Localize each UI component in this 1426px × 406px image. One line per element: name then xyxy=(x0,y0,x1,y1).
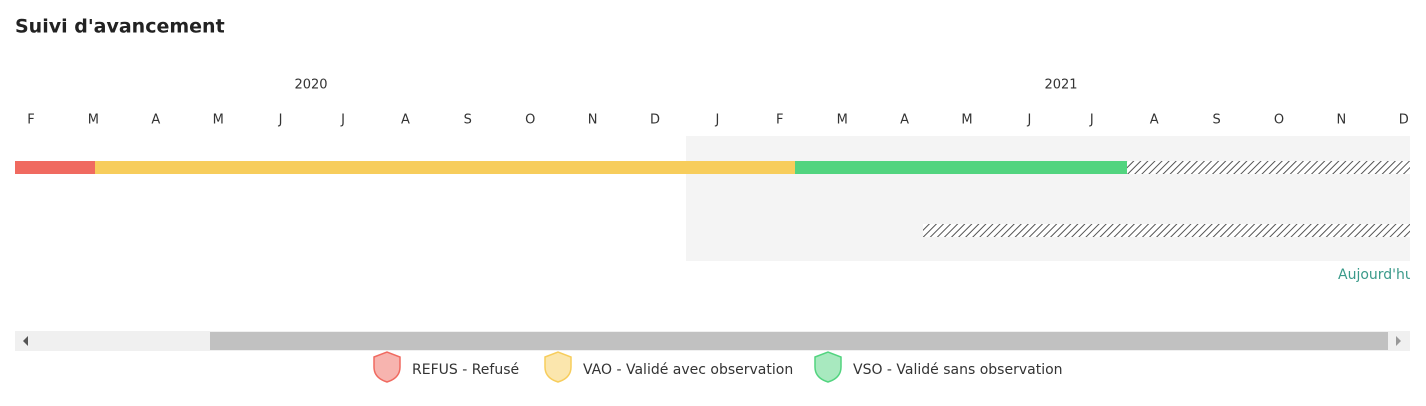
bar-vao xyxy=(95,161,795,174)
bar-vso xyxy=(795,161,1127,174)
month-label: J xyxy=(1026,113,1031,128)
month-label: J xyxy=(714,113,719,128)
scrollbar-thumb[interactable] xyxy=(210,332,1388,350)
month-label: S xyxy=(464,113,472,128)
month-label: A xyxy=(1150,113,1159,128)
bar-pending xyxy=(1127,161,1410,174)
future-area xyxy=(686,136,1410,261)
bar-refus xyxy=(15,161,95,174)
legend-label: VAO - Validé avec observation xyxy=(583,362,793,378)
month-label: D xyxy=(650,113,660,128)
month-label: O xyxy=(525,113,535,128)
today-label: Aujourd'hu xyxy=(1338,267,1414,283)
month-label: J xyxy=(340,113,345,128)
scroll-left[interactable] xyxy=(23,336,28,346)
month-label: M xyxy=(88,113,99,128)
month-label: F xyxy=(776,113,783,128)
month-label: M xyxy=(213,113,224,128)
legend-shield xyxy=(814,351,842,383)
year-label: 2021 xyxy=(1044,78,1077,93)
month-label: A xyxy=(151,113,160,128)
month-label: M xyxy=(837,113,848,128)
legend-label: REFUS - Refusé xyxy=(412,362,519,378)
month-label: F xyxy=(27,113,34,128)
bar-pending xyxy=(923,224,1410,237)
month-label: D xyxy=(1399,113,1409,128)
legend-shield xyxy=(373,351,401,383)
month-label: N xyxy=(588,113,598,128)
legend-label: VSO - Validé sans observation xyxy=(853,362,1063,378)
month-label: A xyxy=(900,113,909,128)
month-label: S xyxy=(1212,113,1220,128)
month-label: J xyxy=(1089,113,1094,128)
month-label: M xyxy=(961,113,972,128)
month-label: O xyxy=(1274,113,1284,128)
scroll-right[interactable] xyxy=(1396,336,1401,346)
legend-shield xyxy=(544,351,572,383)
year-label: 2020 xyxy=(294,78,327,93)
month-label: N xyxy=(1337,113,1347,128)
month-label: J xyxy=(278,113,283,128)
title: Suivi d'avancement xyxy=(15,16,225,38)
month-label: A xyxy=(401,113,410,128)
